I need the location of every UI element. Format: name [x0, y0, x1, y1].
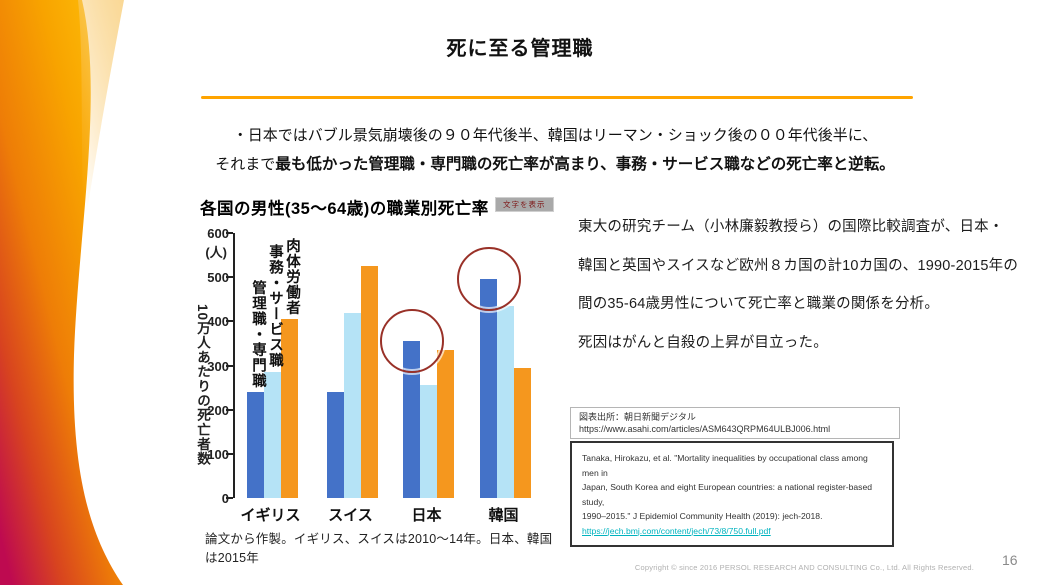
page-title: 死に至る管理職	[446, 38, 594, 60]
bar-肉体労働者-スイス	[361, 266, 378, 498]
analysis-line-1: 東大の研究チーム（小林廉毅教授ら）の国際比較調査が、日本・	[578, 219, 1004, 235]
analysis-paragraph: 東大の研究チーム（小林廉毅教授ら）の国際比較調査が、日本・ 韓国と英国やスイスな…	[578, 208, 1028, 362]
analysis-line-4: 死因はがんと自殺の上昇が目立った。	[578, 334, 828, 351]
series-label-管理職・専門職: 管理職・専門職	[250, 279, 266, 389]
highlight-circle-日本	[379, 309, 444, 374]
chart-title: 各国の男性(35～64歳)の職業別死亡率	[200, 200, 489, 218]
plot-area: 0100200300400500600(人)管理職・専門職事務・サービス職肉体労…	[205, 226, 545, 506]
category-label-スイス: スイス	[328, 507, 373, 524]
summary-line-1: ・日本ではバブル景気崩壊後の９０年代後半、韓国はリーマン・ショック後の００年代後…	[232, 127, 878, 144]
chart-source-box: 図表出所：朝日新聞デジタル https://www.asahi.com/arti…	[570, 407, 900, 439]
y-axis-unit: (人)	[205, 245, 227, 260]
title-accent-rule	[201, 96, 913, 99]
category-label-韓国: 韓国	[488, 507, 519, 524]
y-tick-mark	[226, 497, 233, 499]
highlight-circle-韓国	[456, 247, 521, 312]
y-tick-mark	[226, 232, 233, 234]
y-tick-label: 200	[207, 402, 229, 418]
citation-line: Tanaka, Hirokazu, et al. "Mortality ineq…	[582, 453, 868, 478]
y-tick-label: 300	[207, 358, 229, 374]
chart-text-toggle-badge: 文字を表示	[495, 197, 554, 212]
bar-事務・サービス職-韓国	[497, 305, 514, 498]
chart-source-url: https://www.asahi.com/articles/ASM643QRP…	[579, 424, 831, 434]
category-label-イギリス: イギリス	[240, 507, 301, 524]
copyright-text: Copyright © since 2016 PERSOL RESEARCH A…	[634, 563, 974, 572]
y-axis-label: 10万人あたりの死亡者数	[195, 304, 210, 467]
series-label-事務・サービス職: 事務・サービス職	[267, 244, 283, 369]
bar-肉体労働者-日本	[437, 350, 454, 498]
summary-bullet: ・日本ではバブル景気崩壊後の９０年代後半、韓国はリーマン・ショック後の００年代後…	[160, 121, 950, 179]
bar-管理職・専門職-日本	[403, 341, 420, 498]
y-tick-label: 500	[207, 270, 229, 286]
mortality-bar-chart: 各国の男性(35～64歳)の職業別死亡率 文字を表示 10万人あたりの死亡者数 …	[190, 192, 562, 565]
bar-事務・サービス職-日本	[420, 385, 437, 498]
citation-line: Japan, South Korea and eight European co…	[582, 482, 872, 507]
analysis-line-3: 間の35-64歳男性について死亡率と職業の関係を分析。	[578, 296, 940, 312]
chart-note: 論文から作製。イギリス、スイスは2010～14年。日本、韓国は2015年	[205, 532, 553, 565]
citation-line: 1990–2015." J Epidemiol Community Health…	[582, 511, 823, 521]
y-tick-mark	[226, 364, 233, 367]
series-label-肉体労働者: 肉体労働者	[284, 237, 300, 316]
analysis-line-2: 韓国と英国やスイスなど欧州８カ国の計10カ国の、1990-2015年の	[578, 257, 1019, 274]
bar-肉体労働者-韓国	[514, 367, 531, 498]
y-tick-mark	[226, 276, 233, 279]
bar-管理職・専門職-スイス	[327, 392, 344, 498]
y-tick-mark	[226, 320, 233, 323]
bar-管理職・専門職-韓国	[480, 279, 497, 498]
y-tick-mark	[226, 452, 233, 455]
y-tick-label: 0	[195, 491, 229, 506]
chart-source-label: 図表出所：朝日新聞デジタル	[579, 412, 696, 422]
y-tick-label: 100	[207, 446, 229, 462]
bar-管理職・専門職-イギリス	[247, 392, 264, 498]
left-swoosh-decoration	[0, 0, 124, 585]
bar-事務・サービス職-スイス	[344, 312, 361, 498]
category-label-日本: 日本	[411, 507, 442, 524]
bar-事務・サービス職-イギリス	[264, 372, 281, 498]
citation-link[interactable]: https://jech.bmj.com/content/jech/73/8/7…	[582, 525, 771, 536]
y-tick-label: 400	[207, 314, 229, 330]
y-tick-label: 600	[207, 226, 229, 241]
summary-line-2: それまで最も低かった管理職・専門職の死亡率が高まり、事務・サービス職などの死亡率…	[215, 156, 895, 173]
y-tick-mark	[226, 408, 233, 411]
page-number: 16	[1002, 552, 1018, 568]
bar-肉体労働者-イギリス	[281, 319, 298, 498]
citation-box: Tanaka, Hirokazu, et al. "Mortality ineq…	[570, 441, 894, 547]
